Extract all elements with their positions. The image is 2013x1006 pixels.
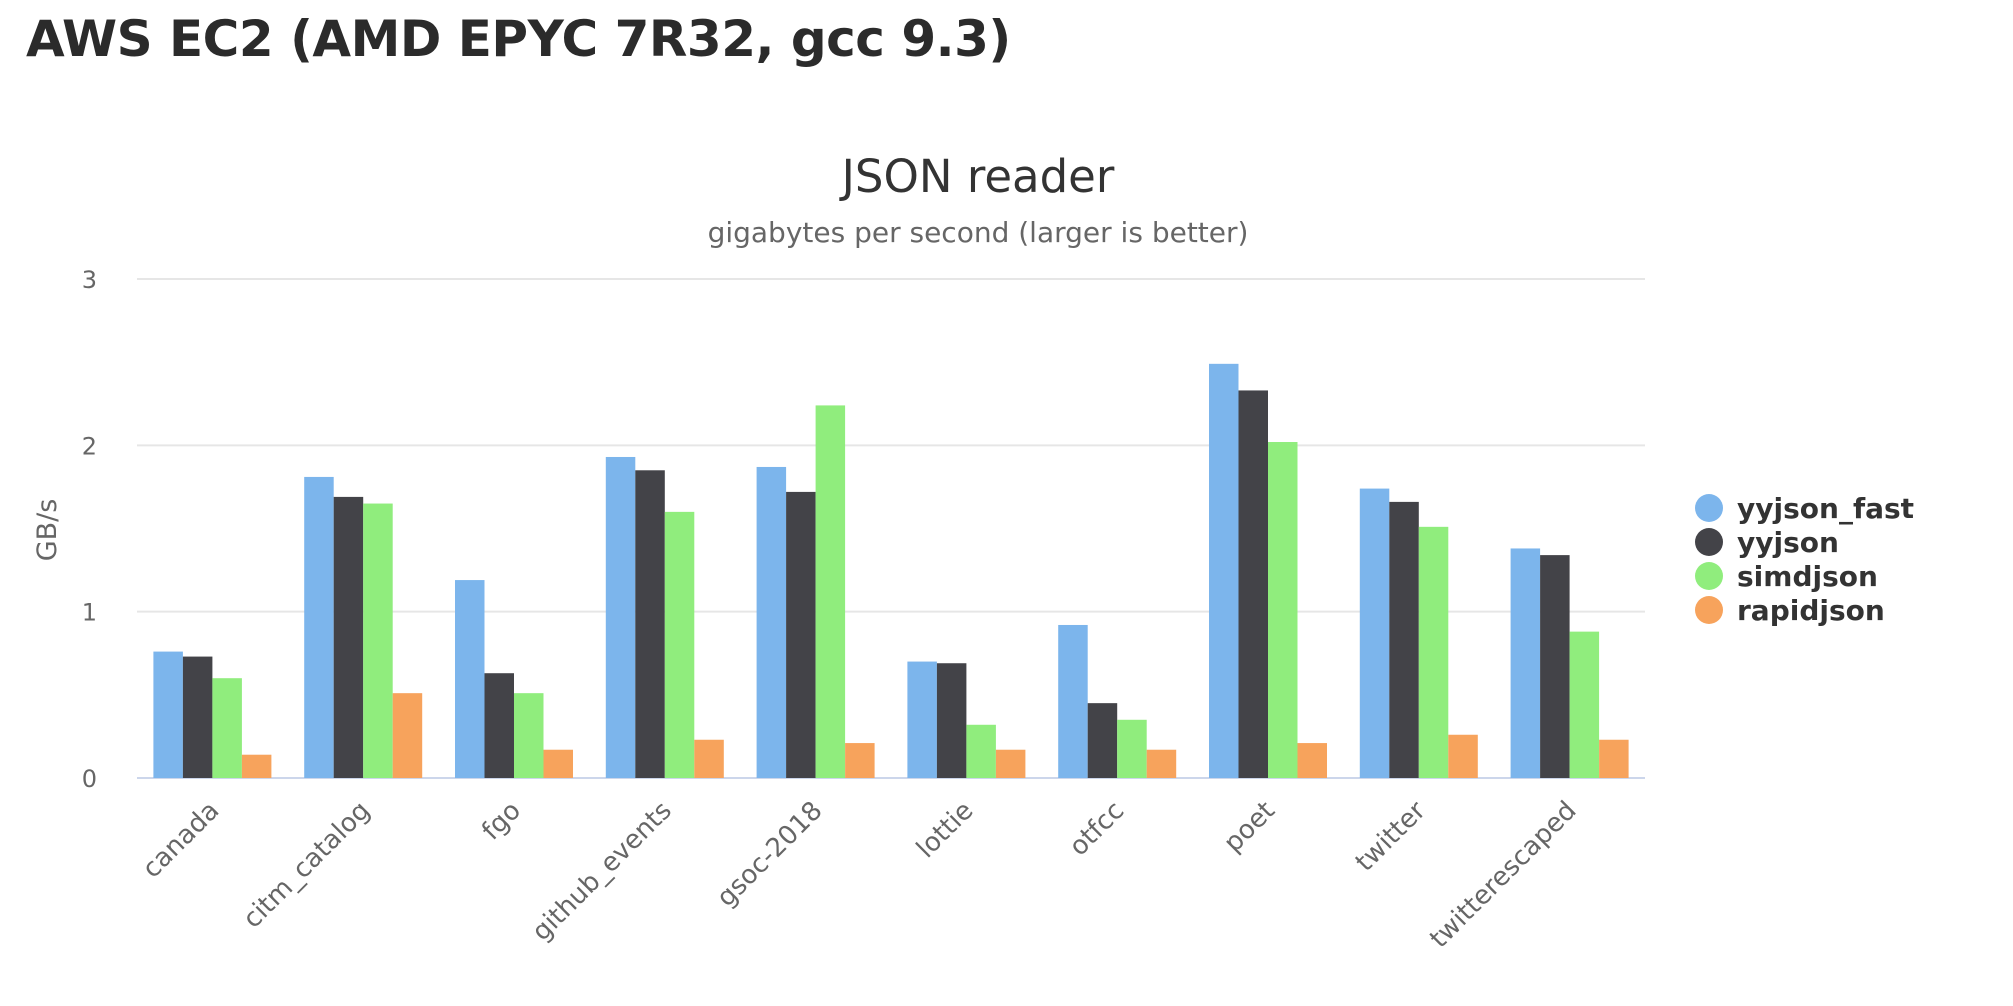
bar-yyjson-twitter (1389, 501, 1419, 778)
legend-item-yyjson[interactable]: yyjson (1695, 526, 1839, 559)
legend-item-rapidjson[interactable]: rapidjson (1695, 594, 1885, 627)
bar-yyjson_fast-poet (1209, 363, 1239, 778)
y-tick-label: 3 (82, 266, 97, 294)
bar-yyjson-otfcc (1087, 703, 1118, 778)
bar-simdjson-fgo (514, 693, 544, 778)
y-axis-ticks: 0 1 2 3 (82, 266, 97, 793)
y-axis-title: GB/s (32, 499, 63, 562)
x-tick-label: twitter (1350, 796, 1432, 878)
legend-item-simdjson[interactable]: simdjson (1695, 560, 1878, 593)
bar-rapidjson-twitterescaped (1599, 739, 1629, 778)
bar-simdjson-twitter (1418, 526, 1449, 778)
bar-rapidjson-github_events (694, 739, 724, 778)
bar-yyjson-citm_catalog (333, 496, 364, 778)
legend-marker (1695, 494, 1723, 522)
bar-rapidjson-citm_catalog (392, 693, 423, 778)
bar-yyjson-twitterescaped (1540, 555, 1570, 778)
bar-rapidjson-gsoc-2018 (845, 743, 875, 778)
bar-simdjson-github_events (664, 511, 695, 778)
bar-yyjson-gsoc-2018 (786, 491, 816, 778)
bar-yyjson_fast-github_events (605, 456, 636, 778)
chart-title: JSON reader (839, 150, 1115, 203)
legend-label: simdjson (1737, 560, 1878, 593)
series-yyjson (182, 390, 1570, 778)
bar-rapidjson-twitter (1448, 734, 1478, 778)
bar-simdjson-gsoc-2018 (815, 405, 846, 778)
x-axis-ticks: canada citm_catalog fgo github_events gsoc-2… (137, 796, 1583, 955)
legend-label: yyjson_fast (1737, 492, 1914, 525)
y-tick-label: 2 (82, 432, 97, 460)
legend-item-yyjson_fast[interactable]: yyjson_fast (1695, 492, 1914, 525)
bar-yyjson_fast-otfcc (1058, 624, 1088, 778)
x-tick-label: citm_catalog (238, 796, 377, 935)
bar-rapidjson-poet (1297, 743, 1327, 778)
x-tick-label: canada (137, 796, 225, 884)
bar-simdjson-poet (1268, 442, 1298, 778)
x-tick-label: github_events (526, 796, 677, 947)
series-yyjson_fast (153, 363, 1541, 778)
legend-label: yyjson (1737, 526, 1839, 559)
bar-yyjson-canada (182, 656, 213, 778)
bar-yyjson_fast-twitter (1359, 488, 1390, 778)
bar-yyjson-fgo (484, 673, 514, 778)
bar-yyjson-lottie (936, 663, 967, 778)
x-tick-label: fgo (476, 796, 527, 847)
legend-label: rapidjson (1737, 594, 1885, 627)
series-simdjson (212, 405, 1600, 778)
bar-rapidjson-fgo (543, 749, 573, 778)
x-tick-label: gsoc-2018 (711, 796, 828, 913)
bar-yyjson_fast-citm_catalog (304, 476, 334, 778)
y-tick-label: 1 (82, 599, 97, 627)
bar-yyjson_fast-canada (153, 651, 183, 778)
bar-simdjson-otfcc (1117, 719, 1147, 778)
bar-simdjson-canada (212, 678, 242, 778)
legend-marker (1695, 528, 1723, 556)
bar-yyjson-poet (1238, 390, 1268, 778)
bar-simdjson-lottie (966, 724, 996, 778)
x-tick-label: lottie (911, 796, 979, 864)
bar-series (153, 363, 1629, 778)
chart-subtitle: gigabytes per second (larger is better) (708, 216, 1249, 249)
x-tick-label: otfcc (1064, 796, 1130, 862)
series-rapidjson (241, 693, 1629, 778)
bar-yyjson_fast-lottie (907, 661, 937, 778)
bar-yyjson_fast-gsoc-2018 (756, 466, 787, 778)
x-tick-label: poet (1218, 796, 1281, 859)
legend-marker (1695, 562, 1723, 590)
page-heading: AWS EC2 (AMD EPYC 7R32, gcc 9.3) (26, 10, 1011, 68)
bar-simdjson-twitterescaped (1569, 631, 1600, 778)
bar-rapidjson-lottie (995, 749, 1026, 778)
bar-yyjson-github_events (635, 470, 665, 778)
legend-marker (1695, 596, 1723, 624)
bar-rapidjson-canada (241, 754, 272, 778)
bar-simdjson-citm_catalog (363, 503, 393, 778)
y-tick-label: 0 (82, 765, 97, 793)
x-tick-label: twitterescaped (1424, 796, 1582, 954)
bar-yyjson_fast-fgo (455, 580, 485, 778)
bar-yyjson_fast-twitterescaped (1510, 548, 1541, 778)
bar-rapidjson-otfcc (1146, 749, 1177, 778)
